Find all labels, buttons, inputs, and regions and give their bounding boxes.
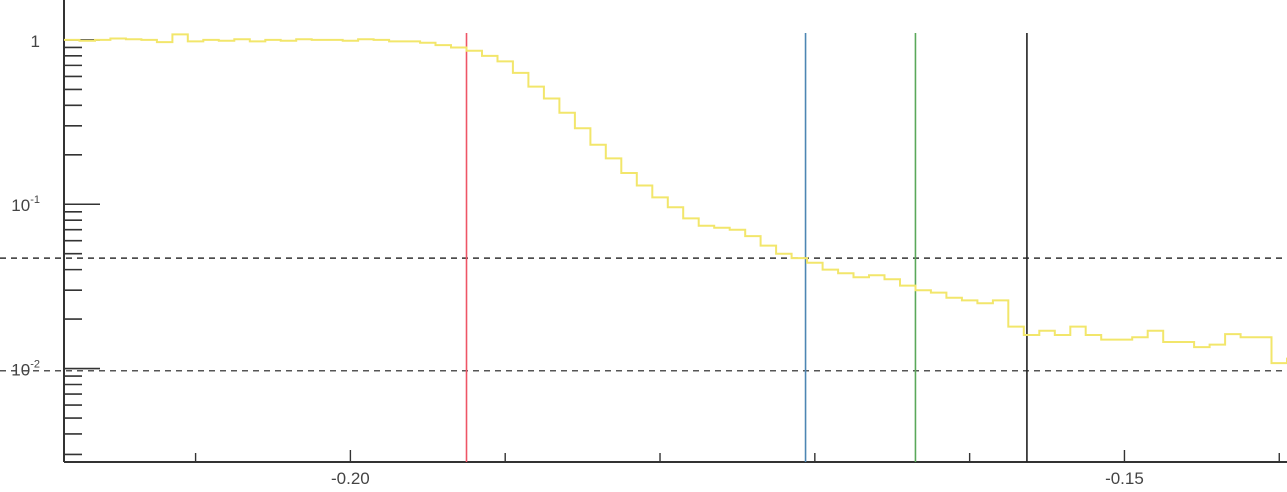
x-tick-label: -0.20 xyxy=(331,469,370,488)
x-axis-tick-labels: -0.20 -0.15 xyxy=(331,469,1144,488)
reference-lines xyxy=(0,33,1287,462)
y-axis-ticks xyxy=(64,39,100,456)
x-tick-label: -0.15 xyxy=(1105,469,1144,488)
series-group xyxy=(64,33,1287,365)
y-tick-label: 10-2 xyxy=(11,359,40,380)
y-tick-label: 10-1 xyxy=(11,194,40,215)
x-axis-ticks xyxy=(194,450,1280,462)
y-tick-label: 1 xyxy=(31,32,40,51)
plot-frame xyxy=(63,0,1287,463)
series-line xyxy=(64,33,1287,365)
y-axis-tick-labels: 1 10-1 10-2 xyxy=(11,32,40,380)
